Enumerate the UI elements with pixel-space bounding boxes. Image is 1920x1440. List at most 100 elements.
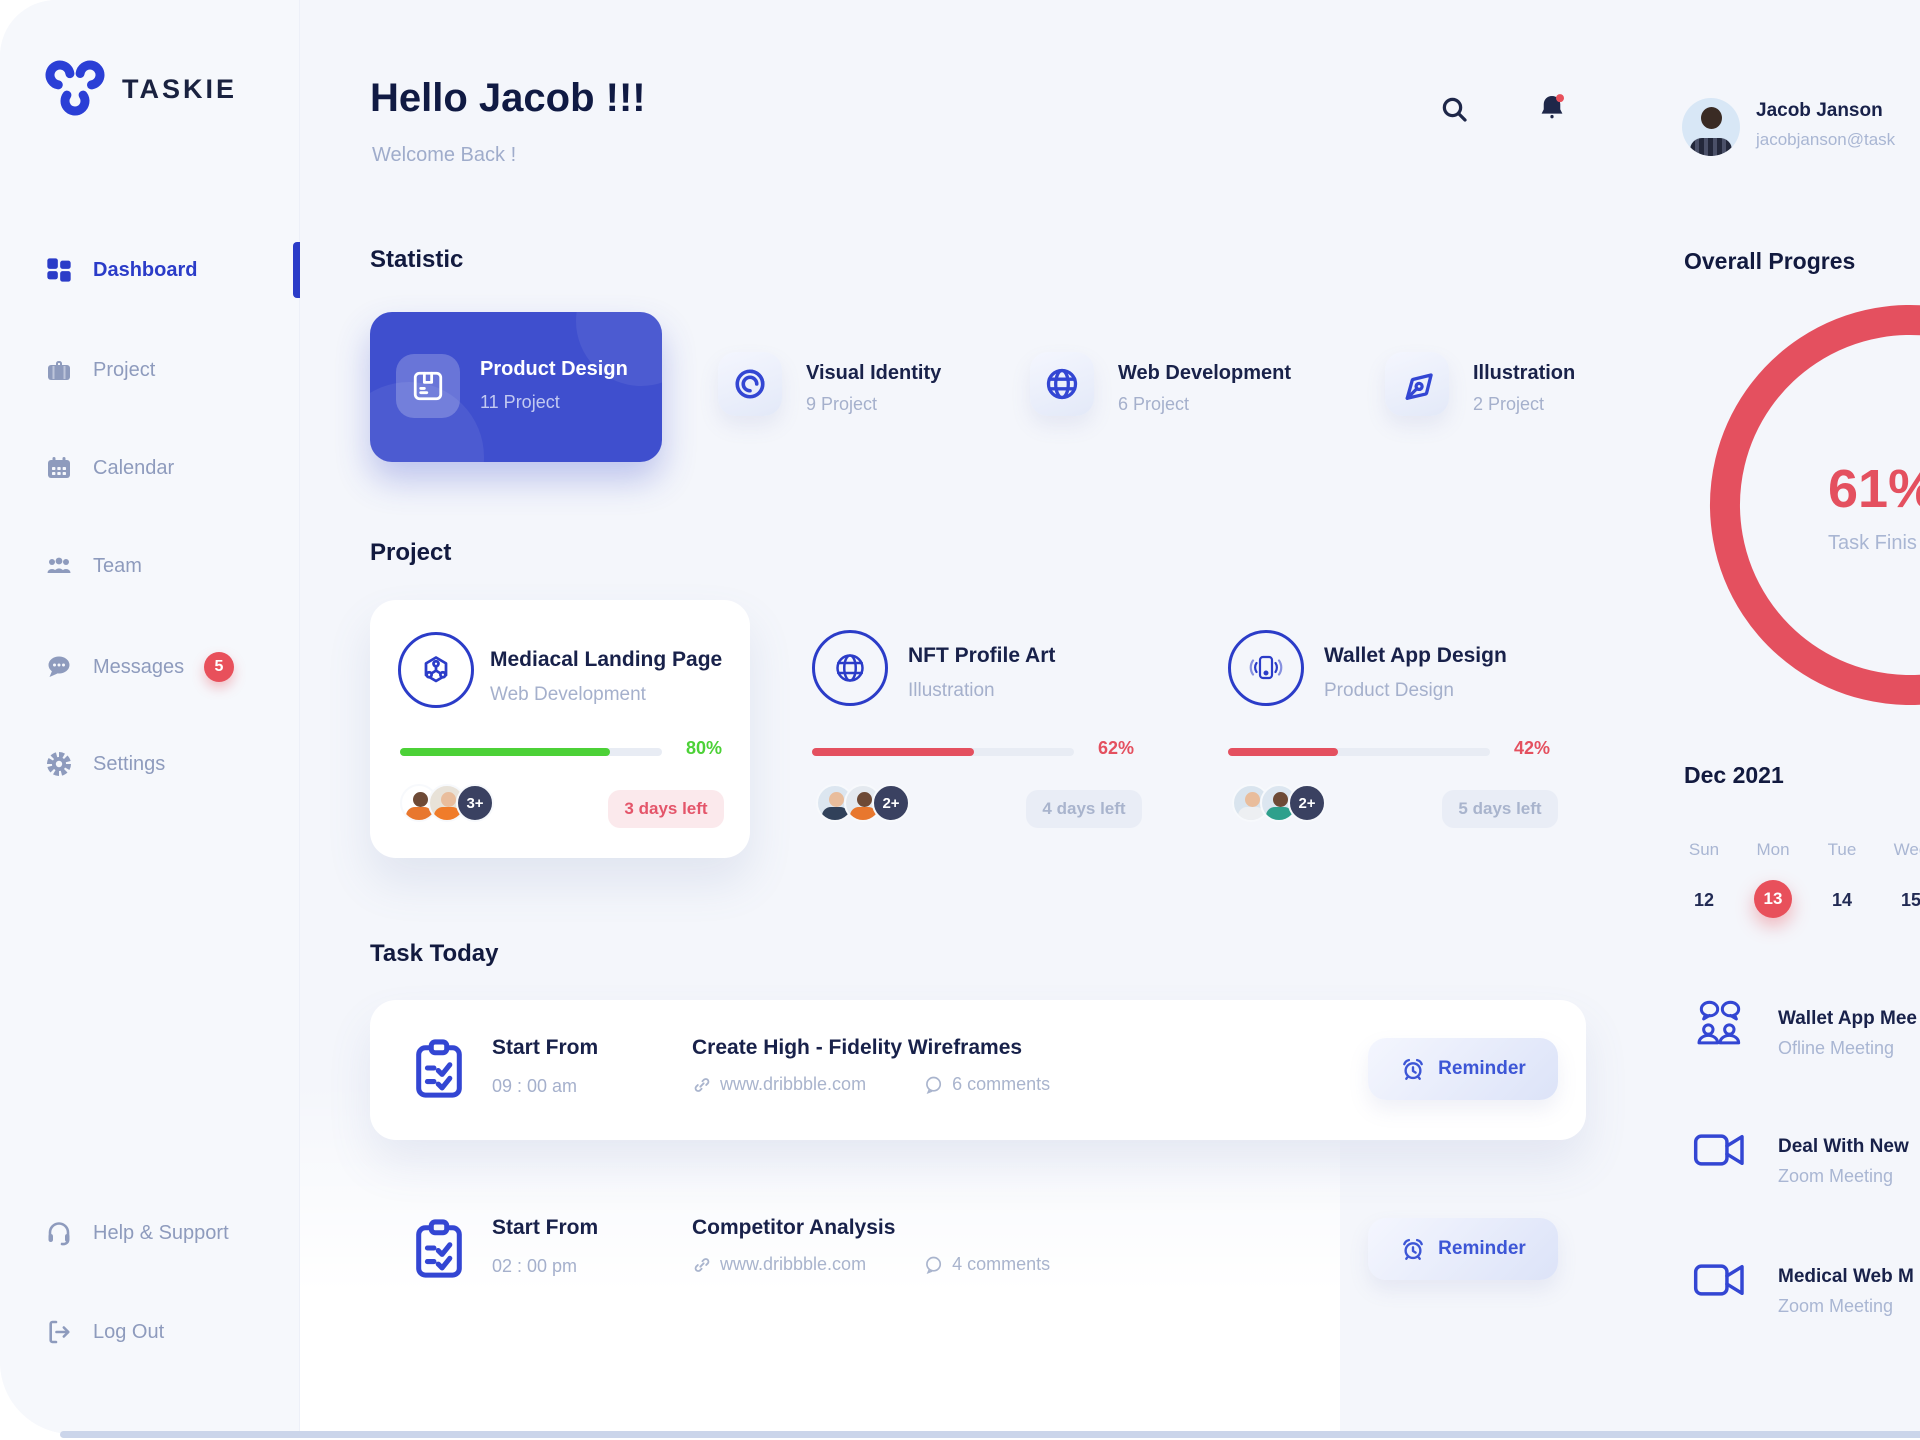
task-time: 02 : 00 pm [492, 1256, 578, 1276]
page-subtitle: Welcome Back ! [372, 144, 517, 166]
progress-percent-value: 61% [1828, 459, 1920, 519]
task-title: Competitor Analysis [692, 1216, 896, 1239]
sidebar-item-dashboard[interactable]: Dashboard [0, 242, 300, 298]
active-indicator [293, 242, 300, 298]
search-icon[interactable] [1433, 88, 1477, 132]
stat-title: Web Development [1118, 362, 1291, 384]
meeting-title[interactable]: Wallet App Mee [1778, 1008, 1917, 1029]
progress-fill [812, 748, 975, 756]
sidebar-item-label: Project [93, 358, 156, 381]
project-card-wallet-app-design[interactable]: Wallet App Design Product Design 42% 2+ … [1228, 600, 1558, 858]
calendar-day-header: Tue [1827, 840, 1857, 859]
calendar-icon [45, 454, 73, 482]
avatar-head [1701, 107, 1722, 129]
task-comments[interactable]: 6 comments [952, 1074, 1051, 1094]
video-camera-icon [1692, 1258, 1748, 1302]
avatar-body [1690, 138, 1732, 156]
calendar-day-header: Mon [1756, 840, 1790, 859]
logout-icon [45, 1318, 73, 1346]
sidebar-item-label: Log Out [93, 1320, 165, 1343]
sidebar-item-label: Team [93, 554, 142, 577]
calendar-month: Dec 2021 [1684, 762, 1784, 788]
avatar-more-count: 2+ [872, 784, 910, 822]
progress-track [400, 748, 662, 756]
sidebar: TASKIE Dashboard Project [0, 0, 300, 1434]
progress-caption: Task Finis [1828, 532, 1917, 554]
sidebar-item-calendar[interactable]: Calendar [0, 442, 300, 494]
profile-name: Jacob Janson [1756, 100, 1883, 121]
calendar-date[interactable]: 15 [1900, 890, 1920, 910]
stat-title: Visual Identity [806, 362, 942, 384]
app-title: TASKIE [122, 73, 238, 104]
progress-fill [400, 748, 610, 756]
progress-ring [1710, 305, 1920, 705]
clipboard-icon [410, 1038, 468, 1100]
task-time: 09 : 00 am [492, 1076, 578, 1096]
progress-percent: 80% [686, 738, 723, 758]
avatar-more-count: 3+ [456, 784, 494, 822]
sidebar-item-label: Settings [93, 752, 166, 775]
video-camera-icon [1692, 1128, 1748, 1172]
clipboard-icon [410, 1218, 468, 1280]
globe-icon [1030, 352, 1094, 416]
progress-percent: 42% [1514, 738, 1551, 758]
task-title: Create High - Fidelity Wireframes [692, 1036, 1023, 1059]
sidebar-item-help-support[interactable]: Help & Support [0, 1207, 300, 1259]
project-title: Mediacal Landing Page [490, 648, 723, 671]
meeting-subtitle: Ofline Meeting [1778, 1038, 1895, 1058]
comment-icon [924, 1255, 944, 1275]
due-badge: 5 days left [1442, 790, 1558, 828]
calendar-day-header: Sun [1688, 840, 1720, 859]
sidebar-item-label: Messages [93, 655, 185, 678]
overall-progress-heading: Overall Progres [1684, 248, 1856, 274]
task-link[interactable]: www.dribbble.com [720, 1254, 867, 1274]
sidebar-item-label: Calendar [93, 456, 175, 479]
alarm-clock-icon [1400, 1056, 1426, 1082]
sidebar-item-label: Dashboard [93, 258, 198, 281]
task-link[interactable]: www.dribbble.com [720, 1074, 867, 1094]
project-category: Illustration [908, 680, 995, 701]
sidebar-item-logout[interactable]: Log Out [0, 1306, 300, 1358]
calendar-date-active[interactable]: 13 [1754, 880, 1792, 918]
bell-icon[interactable] [1530, 86, 1574, 130]
reminder-button[interactable]: Reminder [1368, 1218, 1558, 1280]
meeting-title[interactable]: Medical Web M [1778, 1266, 1914, 1287]
sidebar-item-messages[interactable]: Messages 5 [0, 641, 300, 693]
page-title: Hello Jacob !!! [370, 76, 646, 120]
logo: TASKIE [44, 60, 237, 118]
project-card-mediacal-landing[interactable]: Mediacal Landing Page Web Development 80… [370, 600, 750, 858]
calendar-day-header: Wed [1893, 840, 1920, 859]
stat-count: 2 Project [1473, 394, 1545, 414]
project-heading: Project [370, 539, 452, 566]
stat-count: 9 Project [806, 394, 878, 414]
comment-icon [924, 1075, 944, 1095]
sidebar-item-project[interactable]: Project [0, 344, 300, 396]
project-card-nft-profile-art[interactable]: NFT Profile Art Illustration 62% 2+ 4 da… [812, 600, 1142, 858]
calendar-date[interactable]: 12 [1693, 890, 1715, 910]
sidebar-item-team[interactable]: Team [0, 540, 300, 592]
reminder-button[interactable]: Reminder [1368, 1038, 1558, 1100]
messages-badge: 5 [204, 652, 234, 682]
task-row[interactable]: Start From 02 : 00 pm Competitor Analysi… [370, 1180, 1586, 1320]
dashboard-grid-icon [45, 256, 73, 284]
profile-avatar[interactable] [1682, 98, 1740, 156]
progress-fill [1228, 748, 1339, 756]
calendar-date[interactable]: 14 [1831, 890, 1853, 910]
statistic-heading: Statistic [370, 246, 464, 273]
notification-dot [1556, 94, 1564, 103]
alarm-clock-icon [1400, 1236, 1426, 1262]
progress-percent: 62% [1098, 738, 1135, 758]
link-icon [692, 1255, 712, 1275]
headset-icon [45, 1219, 73, 1247]
stat-title: Illustration [1473, 362, 1576, 384]
meeting-title[interactable]: Deal With New [1778, 1136, 1909, 1157]
task-comments[interactable]: 4 comments [952, 1254, 1051, 1274]
project-category: Product Design [1324, 680, 1454, 701]
stat-card-product-design[interactable]: Product Design 11 Project [370, 312, 662, 462]
globe-wire-icon [812, 630, 888, 706]
profile-email: jacobjanson@task [1756, 130, 1896, 149]
sidebar-item-settings[interactable]: Settings [0, 738, 300, 790]
project-title: NFT Profile Art [908, 644, 1056, 667]
task-row[interactable]: Start From 09 : 00 am Create High - Fide… [370, 1000, 1586, 1140]
